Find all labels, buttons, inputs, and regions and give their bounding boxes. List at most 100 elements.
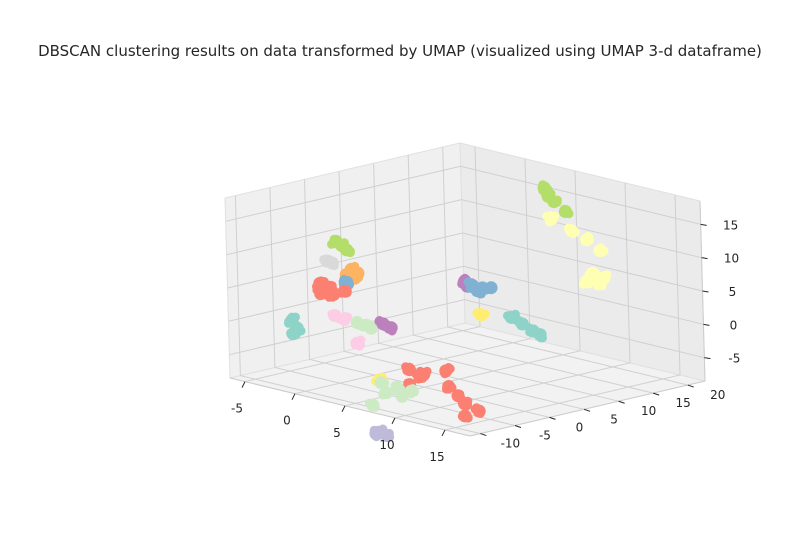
data-point-jitter [559,208,569,218]
data-point-jitter [578,279,588,289]
x-gridline [294,158,531,395]
cluster-18 [401,362,486,423]
tick-labels: -5 0 5 10 15 -10 -5 0 5 10 15 20 -5 0 5 10 15 [231,218,740,464]
x-tick-mark [241,381,246,388]
y-gridline [442,146,688,386]
data-point-jitter [287,330,297,340]
x-tick-label: 0 [283,414,291,428]
data-point-jitter [340,244,350,254]
data-point-jitter [462,401,472,411]
x-tick-label: -5 [231,402,243,416]
z-gridline [226,199,702,259]
data-point-jitter [284,317,294,327]
data-point-jitter [410,387,420,397]
cluster-1 [319,254,339,271]
data-point-jitter [476,289,486,299]
z-gridline [225,165,701,225]
y-tick-label: 5 [610,412,618,426]
y-tick-mark [514,425,522,428]
y-tick-label: 10 [641,404,656,418]
y-tick-mark [480,433,487,437]
data-point-jitter [488,284,498,294]
cluster-9 [374,316,398,336]
z-tick-mark [702,290,709,293]
z-tick-label: 5 [729,285,737,299]
cluster-13 [537,180,574,219]
z-tick-mark [704,357,711,360]
cluster-4 [312,276,352,302]
grid-lines [225,146,705,435]
chart-title: DBSCAN clustering results on data transf… [38,42,762,60]
data-point-jitter [358,322,368,332]
data-point-jitter [374,316,384,325]
data-point-jitter [537,330,547,340]
z-tick-mark [700,223,707,226]
data-point-jitter [321,287,330,297]
y-tick-mark [687,384,694,388]
data-point-jitter [339,275,349,284]
data-point-jitter [551,196,561,206]
cluster-8 [350,335,366,351]
z-tick-label: 0 [730,318,738,332]
x-tick-label: 15 [429,450,444,464]
data-point-jitter [291,312,300,322]
data-point-jitter [597,281,607,291]
data-point-jitter [545,211,555,221]
data-point-jitter [384,323,394,332]
cluster-10 [472,308,490,322]
y-tick-mark [653,392,660,396]
data-point-jitter [370,402,380,412]
data-point-jitter [517,317,527,327]
data-point-jitter [584,274,594,284]
data-point-jitter [327,256,336,266]
x-tick-mark [291,393,296,400]
y-tick-label: -10 [501,437,521,451]
cluster-20 [369,424,395,443]
z-tick-mark [703,323,710,326]
data-point-jitter [503,311,512,321]
y-gridline [373,163,619,402]
data-point-jitter [564,223,574,233]
y-tick-label: 15 [676,396,691,410]
data-point-jitter [372,430,382,440]
y-gridline [338,171,585,410]
z-gridline [227,232,703,292]
cluster-15 [578,267,612,291]
z-tick-label: 10 [724,252,739,266]
x-gridline [444,194,681,431]
data-point-jitter [472,308,482,318]
data-point-jitter [444,384,454,394]
data-point-jitter [339,315,349,324]
y-tick-mark [618,400,625,404]
y-tick-label: 0 [576,420,584,434]
x-tick-mark [391,417,396,425]
data-point-jitter [327,309,337,319]
data-point-jitter [385,432,395,442]
cluster-0 [327,234,355,258]
data-point-jitter [418,370,428,380]
cluster-6 [327,309,353,327]
data-point-jitter [580,236,590,246]
x-tick-label: 5 [333,426,341,440]
x-tick-mark [441,429,446,437]
cluster-7 [350,315,379,335]
y-gridline [234,195,481,435]
data-point-jitter [475,409,485,418]
data-point-jitter [442,365,452,375]
z-gridline [228,265,704,325]
cluster-5 [284,312,306,341]
x-tick-mark [341,405,346,413]
y-axis-line [469,380,706,437]
z-tick-label: 15 [723,218,738,232]
y-gridline [407,155,654,394]
data-point-jitter [397,391,407,400]
cluster-12 [463,277,498,299]
data-point-jitter [402,366,412,376]
cluster-14 [542,211,609,258]
cluster-16 [503,309,547,343]
data-point-jitter [342,288,352,298]
cluster-19 [365,376,420,412]
y-tick-label: -5 [539,428,551,442]
